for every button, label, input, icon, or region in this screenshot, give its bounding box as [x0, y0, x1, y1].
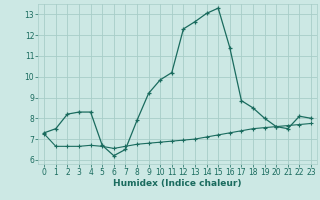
X-axis label: Humidex (Indice chaleur): Humidex (Indice chaleur) [113, 179, 242, 188]
